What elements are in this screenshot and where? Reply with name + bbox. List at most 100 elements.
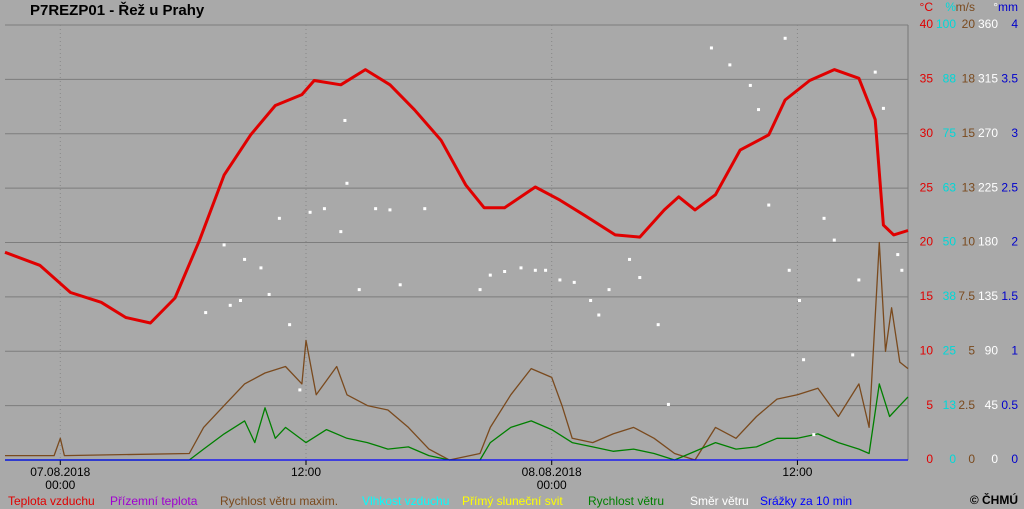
series-line — [4, 68, 909, 325]
direction-point — [832, 238, 836, 242]
axis-unit: % — [945, 0, 956, 14]
direction-point — [339, 230, 343, 234]
legend-entry: Přízemní teplota — [110, 494, 198, 508]
y-tick-label: 10 — [962, 235, 976, 249]
direction-point — [628, 257, 632, 261]
legend-entry: Srážky za 10 min — [760, 494, 852, 508]
direction-point — [857, 278, 861, 282]
direction-point — [728, 63, 732, 67]
y-tick-label: 38 — [943, 289, 957, 303]
direction-point — [423, 207, 427, 211]
y-tick-label: 0 — [949, 452, 956, 466]
y-tick-label: 2 — [1011, 235, 1018, 249]
y-tick-label: 20 — [920, 235, 934, 249]
y-tick-label: 13 — [943, 398, 957, 412]
y-tick-label: 2.5 — [1001, 180, 1018, 194]
direction-point — [748, 83, 752, 87]
y-tick-label: 18 — [962, 72, 976, 86]
direction-point — [558, 278, 562, 282]
y-tick-label: 3 — [1011, 126, 1018, 140]
y-tick-label: 63 — [943, 180, 957, 194]
direction-point — [398, 283, 402, 287]
direction-point — [607, 288, 611, 292]
direction-point — [503, 270, 507, 273]
y-tick-label: 180 — [978, 235, 998, 249]
y-tick-label: 40 — [920, 17, 934, 31]
legend-entry: Směr větru — [690, 494, 749, 508]
y-tick-label: 13 — [962, 180, 976, 194]
y-tick-label: 100 — [936, 17, 956, 31]
direction-point — [787, 268, 791, 272]
direction-point — [533, 268, 537, 272]
y-tick-label: 45 — [985, 398, 999, 412]
y-tick-label: 360 — [978, 17, 998, 31]
axis-unit: ° — [993, 0, 998, 14]
y-tick-label: 25 — [920, 180, 934, 194]
legend-entry: Přímý sluneční svit — [462, 494, 563, 508]
direction-point — [544, 268, 548, 272]
direction-point — [666, 402, 670, 406]
y-tick-label: 225 — [978, 180, 998, 194]
direction-point — [767, 203, 771, 207]
y-tick-label: 25 — [943, 343, 957, 357]
legend-entry: Rychlost větru — [588, 494, 664, 508]
legend-entry: Rychlost větru maxim. — [220, 494, 338, 508]
direction-point — [243, 257, 247, 261]
direction-point — [228, 303, 232, 307]
direction-point — [900, 268, 904, 272]
direction-point — [238, 299, 242, 302]
y-tick-label: 30 — [920, 126, 934, 140]
y-tick-label: 5 — [926, 398, 933, 412]
direction-point — [308, 210, 312, 214]
y-tick-label: 0.5 — [1001, 398, 1018, 412]
direction-point — [572, 280, 576, 284]
y-tick-label: 90 — [985, 343, 999, 357]
x-tick-label: 08.08.2018 00:00 — [521, 465, 582, 492]
y-tick-label: 7.5 — [958, 289, 975, 303]
y-tick-label: 3.5 — [1001, 72, 1018, 86]
y-tick-label: 270 — [978, 126, 998, 140]
direction-point — [388, 208, 392, 212]
axis-unit: mm — [998, 0, 1018, 14]
direction-point — [322, 207, 326, 211]
y-tick-label: 15 — [920, 289, 934, 303]
y-tick-label: 50 — [943, 235, 957, 249]
direction-point — [783, 36, 787, 40]
y-tick-label: 1.5 — [1001, 289, 1018, 303]
legend-entry: Teplota vzduchu — [8, 494, 95, 508]
direction-point — [357, 288, 361, 292]
y-tick-label: 0 — [991, 452, 998, 466]
y-tick-label: 135 — [978, 289, 998, 303]
chart-title: P7REZP01 - Řež u Prahy — [30, 1, 205, 19]
y-tick-label: 4 — [1011, 17, 1018, 31]
y-tick-label: 1 — [1011, 343, 1018, 357]
y-tick-label: 5 — [968, 343, 975, 357]
direction-point — [812, 433, 816, 437]
y-tick-label: 15 — [962, 126, 976, 140]
direction-point — [589, 299, 593, 302]
direction-point — [374, 207, 378, 211]
y-tick-label: 0 — [968, 452, 975, 466]
copyright: © ČHMÚ — [970, 492, 1018, 507]
direction-point — [851, 353, 855, 357]
direction-point — [638, 276, 642, 280]
y-tick-label: 0 — [1011, 452, 1018, 466]
y-tick-label: 315 — [978, 72, 998, 86]
y-tick-label: 0 — [926, 452, 933, 466]
series-line — [5, 383, 909, 461]
axis-unit: m/s — [956, 0, 975, 14]
direction-point — [288, 323, 292, 327]
direction-point — [277, 216, 281, 220]
y-tick-label: 20 — [962, 17, 976, 31]
direction-point — [519, 266, 523, 270]
y-tick-label: 75 — [943, 126, 957, 140]
x-tick-label: 12:00 — [782, 465, 813, 479]
direction-point — [802, 358, 806, 362]
direction-point — [881, 106, 885, 110]
direction-point — [345, 181, 349, 185]
direction-point — [797, 299, 801, 302]
direction-point — [488, 273, 492, 277]
direction-point — [222, 243, 226, 247]
y-tick-label: 35 — [920, 72, 934, 86]
